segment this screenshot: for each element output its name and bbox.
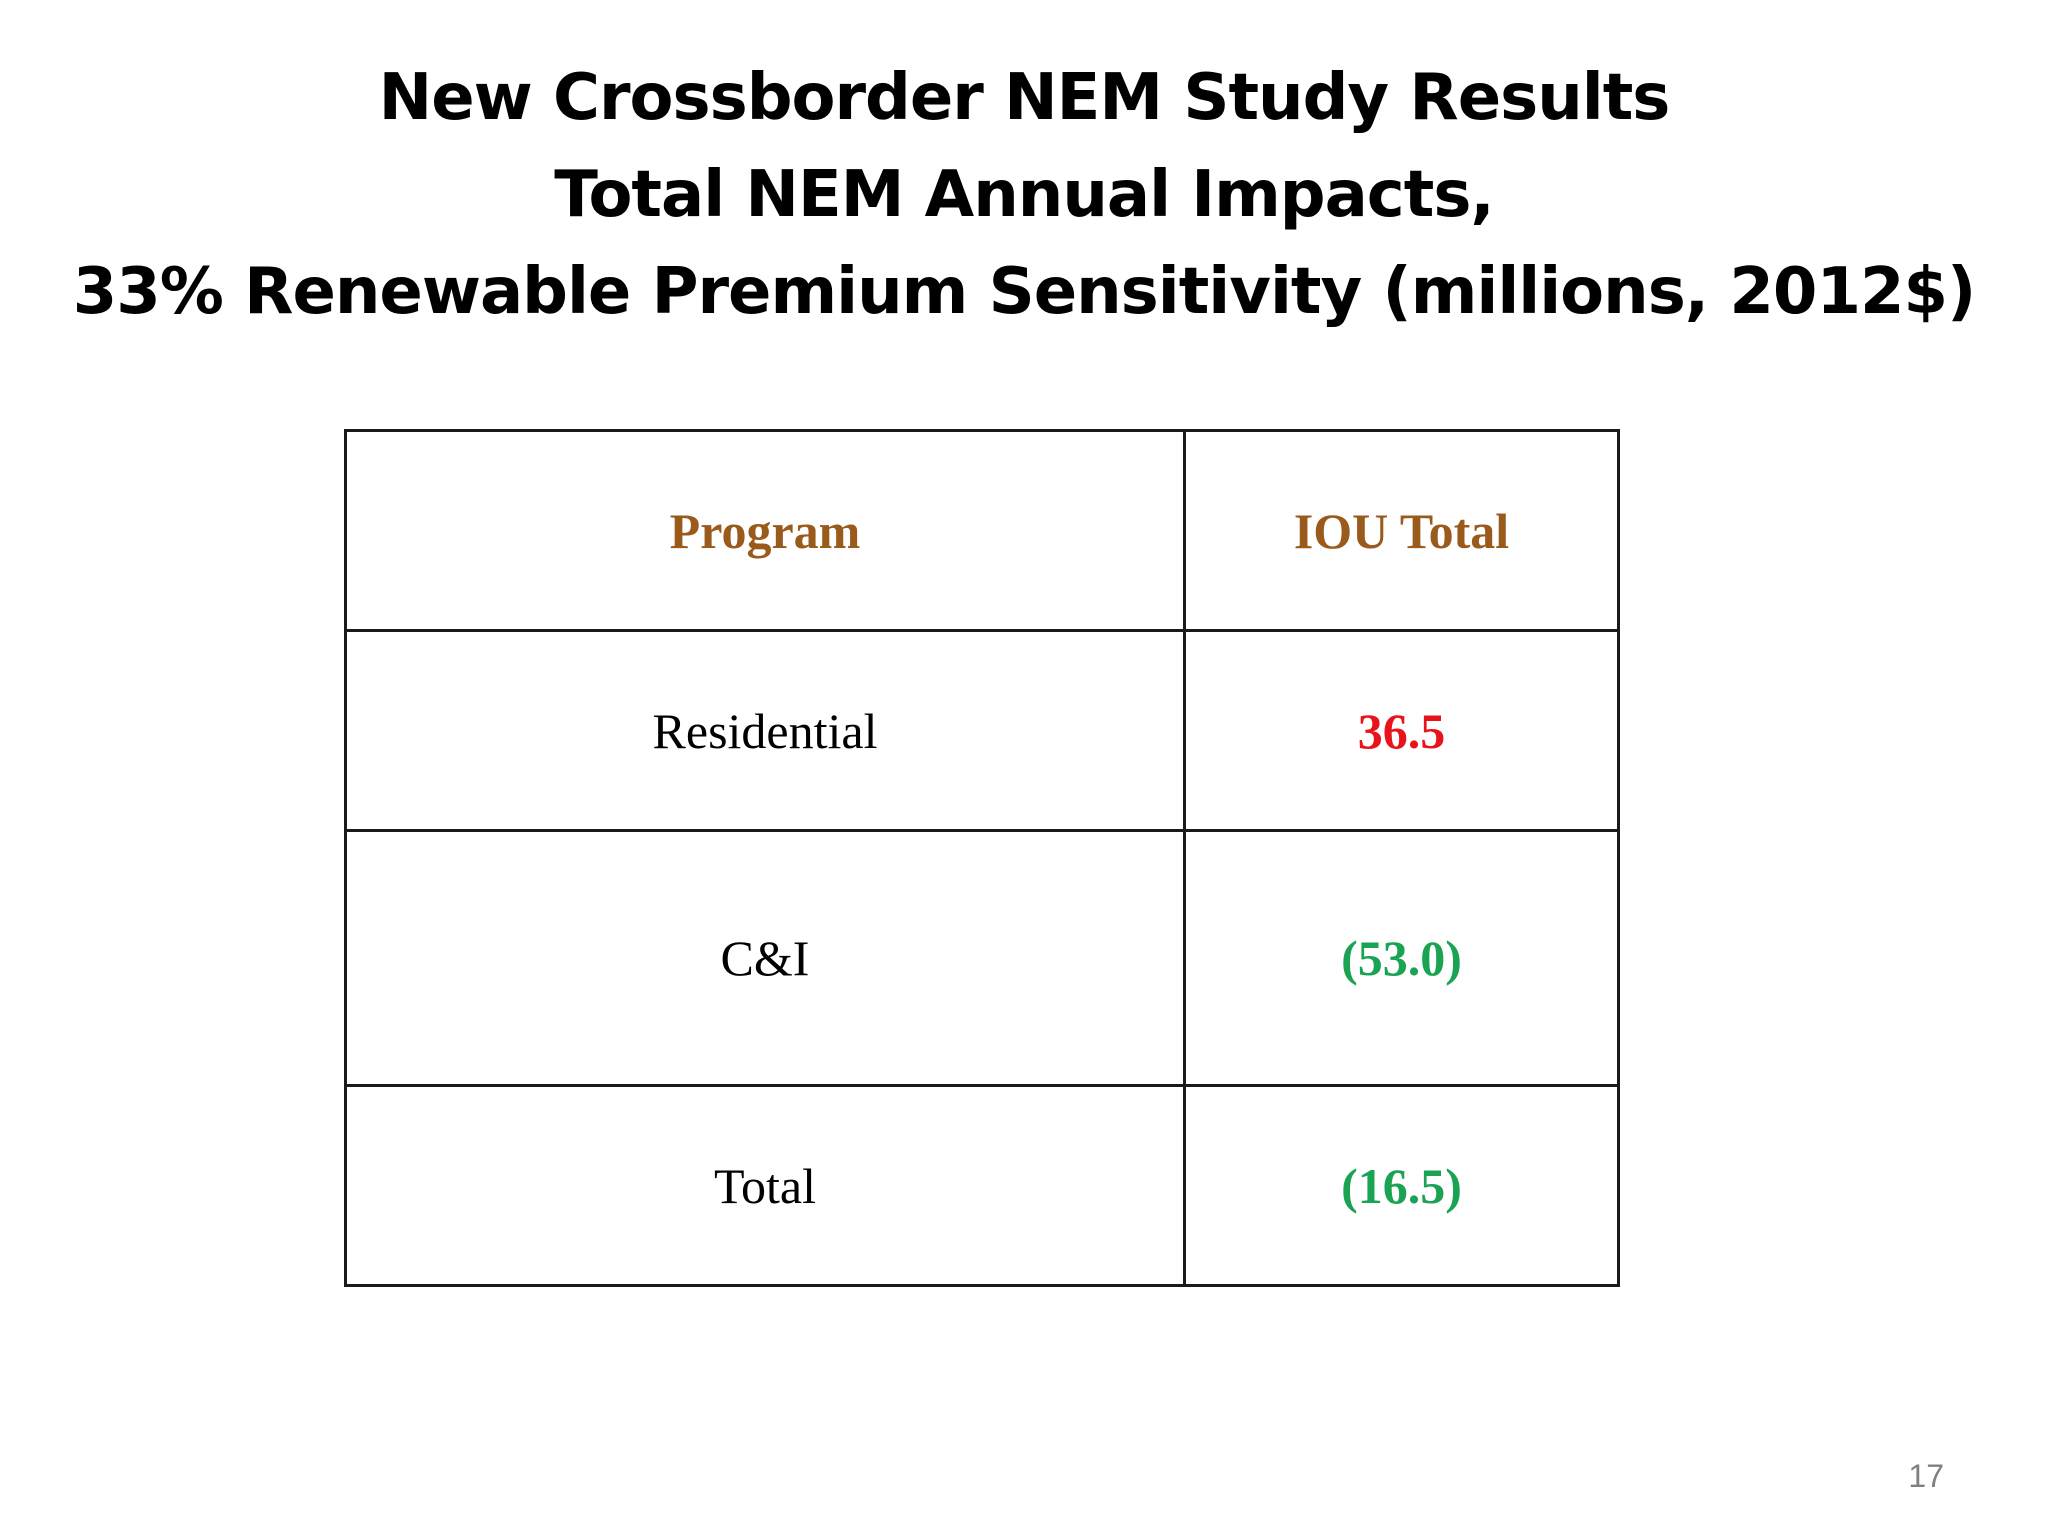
row-label-residential: Residential [343,629,1187,832]
title-line-3: 33% Renewable Premium Sensitivity (milli… [72,255,1977,329]
table-header-row: Program IOU Total [343,429,1620,632]
header-program: Program [343,429,1187,632]
row-label-ci: C&I [343,829,1187,1087]
header-iou-total: IOU Total [1183,429,1620,632]
page-number: 17 [1908,1458,1944,1494]
slide-title: New Crossborder NEM Study Results Total … [0,50,2048,341]
row-value-ci: (53.0) [1183,829,1620,1087]
row-value-total: (16.5) [1183,1084,1620,1287]
results-table: Program IOU Total Residential 36.5 C&I (… [343,429,1620,1287]
row-label-total: Total [343,1084,1187,1287]
title-line-2: Total NEM Annual Impacts, [554,158,1494,232]
table-row: Residential 36.5 [343,629,1620,832]
table-row: Total (16.5) [343,1084,1620,1287]
table-row: C&I (53.0) [343,829,1620,1087]
title-line-1: New Crossborder NEM Study Results [378,61,1671,135]
row-value-residential: 36.5 [1183,629,1620,832]
